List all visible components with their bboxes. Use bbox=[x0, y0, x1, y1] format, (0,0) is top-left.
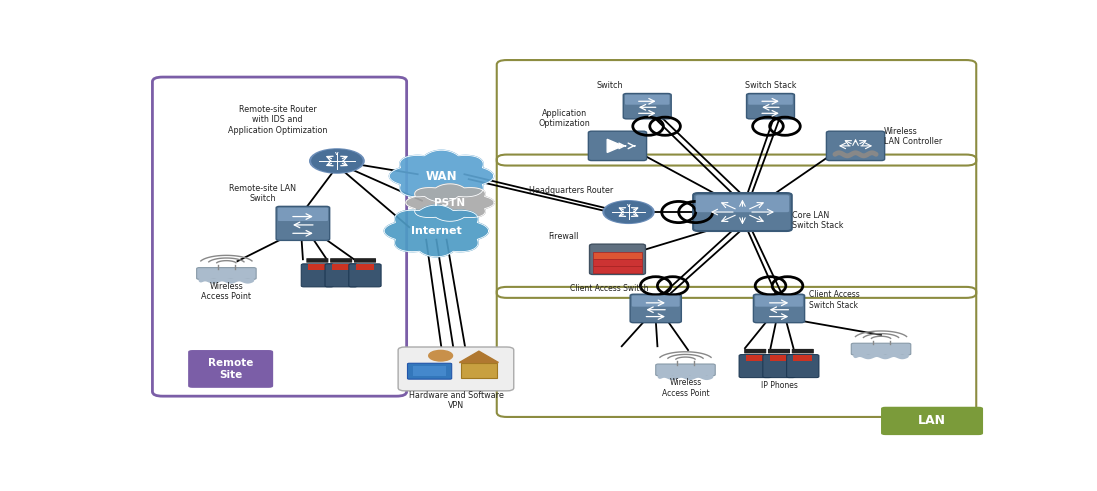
FancyBboxPatch shape bbox=[768, 349, 790, 354]
Text: Client Access Switch: Client Access Switch bbox=[569, 284, 648, 293]
FancyBboxPatch shape bbox=[592, 252, 642, 259]
Polygon shape bbox=[384, 205, 488, 257]
FancyBboxPatch shape bbox=[755, 296, 803, 307]
Circle shape bbox=[603, 201, 654, 223]
Text: WAN: WAN bbox=[426, 169, 457, 183]
FancyBboxPatch shape bbox=[592, 266, 642, 273]
Text: Wireless
LAN Controller: Wireless LAN Controller bbox=[883, 127, 942, 146]
FancyBboxPatch shape bbox=[354, 258, 376, 263]
FancyBboxPatch shape bbox=[398, 347, 513, 391]
FancyBboxPatch shape bbox=[695, 195, 789, 212]
FancyBboxPatch shape bbox=[746, 355, 765, 360]
Text: Switch: Switch bbox=[597, 81, 623, 90]
FancyBboxPatch shape bbox=[739, 355, 771, 378]
Text: Switch Stack: Switch Stack bbox=[745, 81, 796, 90]
FancyBboxPatch shape bbox=[792, 349, 814, 354]
Text: Internet: Internet bbox=[411, 226, 462, 236]
Text: LAN: LAN bbox=[918, 414, 946, 428]
FancyBboxPatch shape bbox=[461, 362, 497, 378]
Text: v: v bbox=[626, 202, 631, 208]
FancyBboxPatch shape bbox=[196, 268, 256, 279]
FancyBboxPatch shape bbox=[754, 294, 804, 323]
FancyBboxPatch shape bbox=[770, 355, 789, 360]
FancyBboxPatch shape bbox=[589, 244, 645, 274]
FancyBboxPatch shape bbox=[407, 363, 452, 379]
FancyBboxPatch shape bbox=[276, 206, 330, 241]
FancyBboxPatch shape bbox=[302, 264, 333, 287]
Circle shape bbox=[309, 149, 364, 173]
FancyBboxPatch shape bbox=[306, 258, 328, 263]
FancyBboxPatch shape bbox=[331, 264, 351, 270]
Text: Firewall: Firewall bbox=[548, 232, 579, 241]
Text: Headquarters Router: Headquarters Router bbox=[529, 186, 613, 195]
FancyBboxPatch shape bbox=[693, 193, 792, 231]
Text: Wireless
Access Point: Wireless Access Point bbox=[202, 282, 251, 301]
Polygon shape bbox=[460, 351, 498, 362]
Circle shape bbox=[312, 150, 362, 172]
Text: PSTN: PSTN bbox=[434, 197, 465, 208]
FancyBboxPatch shape bbox=[592, 259, 642, 266]
Polygon shape bbox=[607, 139, 623, 153]
Text: Core LAN
Switch Stack: Core LAN Switch Stack bbox=[792, 211, 844, 230]
FancyBboxPatch shape bbox=[826, 131, 884, 161]
FancyBboxPatch shape bbox=[747, 93, 794, 119]
Text: Wireless
Access Point: Wireless Access Point bbox=[661, 379, 710, 398]
FancyBboxPatch shape bbox=[330, 258, 352, 263]
Text: Remote-site Router
with IDS and
Application Optimization: Remote-site Router with IDS and Applicat… bbox=[228, 105, 327, 135]
Text: Client Access
Switch Stack: Client Access Switch Stack bbox=[808, 291, 860, 310]
Text: Hardware and Software
VPN: Hardware and Software VPN bbox=[408, 391, 504, 410]
Text: Application
Optimization: Application Optimization bbox=[539, 109, 590, 128]
Text: v: v bbox=[335, 151, 339, 156]
FancyBboxPatch shape bbox=[881, 407, 983, 435]
FancyBboxPatch shape bbox=[787, 355, 819, 378]
Polygon shape bbox=[389, 150, 494, 202]
FancyBboxPatch shape bbox=[414, 366, 445, 376]
Text: Remote
Site: Remote Site bbox=[208, 358, 253, 380]
FancyBboxPatch shape bbox=[793, 355, 812, 360]
Circle shape bbox=[429, 351, 453, 361]
FancyBboxPatch shape bbox=[189, 350, 273, 388]
FancyBboxPatch shape bbox=[630, 294, 681, 323]
FancyBboxPatch shape bbox=[632, 296, 680, 307]
Text: IP Phones: IP Phones bbox=[760, 381, 798, 390]
Text: Remote-site LAN
Switch: Remote-site LAN Switch bbox=[229, 184, 296, 203]
Polygon shape bbox=[406, 184, 494, 221]
FancyBboxPatch shape bbox=[656, 364, 715, 376]
FancyBboxPatch shape bbox=[349, 264, 381, 287]
FancyBboxPatch shape bbox=[748, 95, 793, 105]
FancyBboxPatch shape bbox=[308, 264, 327, 270]
FancyBboxPatch shape bbox=[355, 264, 374, 270]
FancyBboxPatch shape bbox=[623, 93, 671, 119]
Circle shape bbox=[606, 202, 652, 222]
FancyBboxPatch shape bbox=[625, 95, 669, 105]
FancyBboxPatch shape bbox=[278, 208, 328, 221]
FancyBboxPatch shape bbox=[744, 349, 766, 354]
FancyBboxPatch shape bbox=[588, 131, 646, 161]
FancyBboxPatch shape bbox=[325, 264, 358, 287]
FancyBboxPatch shape bbox=[851, 343, 911, 355]
FancyBboxPatch shape bbox=[762, 355, 795, 378]
